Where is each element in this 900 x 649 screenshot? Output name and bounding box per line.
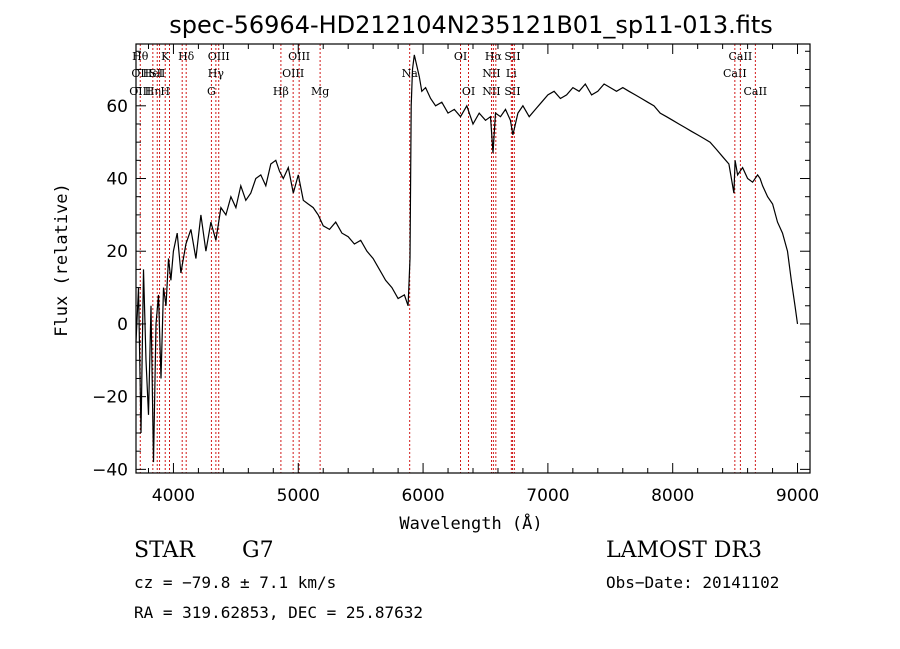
line-label: OIII	[208, 50, 230, 63]
line-label: SII	[504, 85, 520, 98]
line-label: OIII	[129, 85, 151, 98]
line-markers: HθOIIOIIIHeIHηSIIKHHδGHγOIIIHβOIIIOIIIMg…	[129, 44, 767, 473]
object-subclass: G7	[242, 538, 274, 563]
x-tick-label: 5000	[277, 486, 320, 506]
x-tick-label: 6000	[401, 486, 444, 506]
line-label: Hβ	[273, 85, 289, 98]
line-label: Hη	[145, 85, 161, 98]
line-label: Hδ	[178, 50, 195, 63]
line-label: Li	[506, 67, 517, 80]
x-axis: 4000 5000 6000 7000 8000 9000	[147, 44, 819, 506]
y-axis-label: Flux (relative)	[52, 183, 72, 337]
chart-title: spec-56964-HD212104N235121B01_sp11-013.f…	[169, 11, 773, 39]
plot-frame	[135, 43, 811, 474]
spectrum-chart: spec-56964-HD212104N235121B01_sp11-013.f…	[52, 11, 819, 534]
x-tick-label: 7000	[526, 486, 569, 506]
survey-name: LAMOST DR3	[606, 538, 762, 563]
x-tick-label: 8000	[651, 486, 694, 506]
y-tick-label: 40	[106, 170, 128, 190]
line-label: G	[207, 85, 216, 98]
y-tick-label: −20	[92, 388, 128, 408]
y-tick-label: −40	[92, 460, 128, 480]
x-tick-label: 4000	[152, 486, 195, 506]
line-label: SII	[504, 50, 520, 63]
line-label: OI	[454, 50, 467, 63]
line-label: CaII	[729, 50, 753, 63]
object-class: STAR	[134, 538, 195, 563]
y-tick-label: 0	[117, 315, 128, 335]
line-label: Mg	[311, 85, 329, 98]
line-label: NII	[482, 85, 500, 98]
line-label: H	[160, 85, 170, 98]
coordinates: RA = 319.62853, DEC = 25.87632	[134, 603, 423, 622]
spectrum-line	[135, 54, 799, 463]
line-label: Hγ	[208, 67, 225, 80]
line-label: OIII	[282, 67, 304, 80]
line-label: K	[161, 50, 170, 63]
y-tick-label: 20	[106, 242, 128, 262]
line-label: OIII	[288, 50, 310, 63]
y-tick-label: 60	[106, 97, 128, 117]
redshift-info: cz = −79.8 ± 7.1 km/s	[134, 573, 337, 592]
x-tick-label: 9000	[776, 486, 819, 506]
obs-date: Obs−Date: 20141102	[606, 573, 780, 592]
y-axis: −40 −20 0 20 40 60	[92, 50, 810, 480]
line-label: Na	[402, 67, 419, 80]
line-label: CaII	[723, 67, 747, 80]
line-label: OI	[462, 85, 475, 98]
line-label: Hθ	[132, 50, 149, 63]
line-label: SII	[149, 67, 165, 80]
line-label: CaII	[743, 85, 767, 98]
x-axis-label: Wavelength (Å)	[399, 512, 542, 534]
line-label: HeI	[143, 67, 163, 80]
line-label: Hα	[485, 50, 503, 63]
line-label: NII	[482, 67, 500, 80]
